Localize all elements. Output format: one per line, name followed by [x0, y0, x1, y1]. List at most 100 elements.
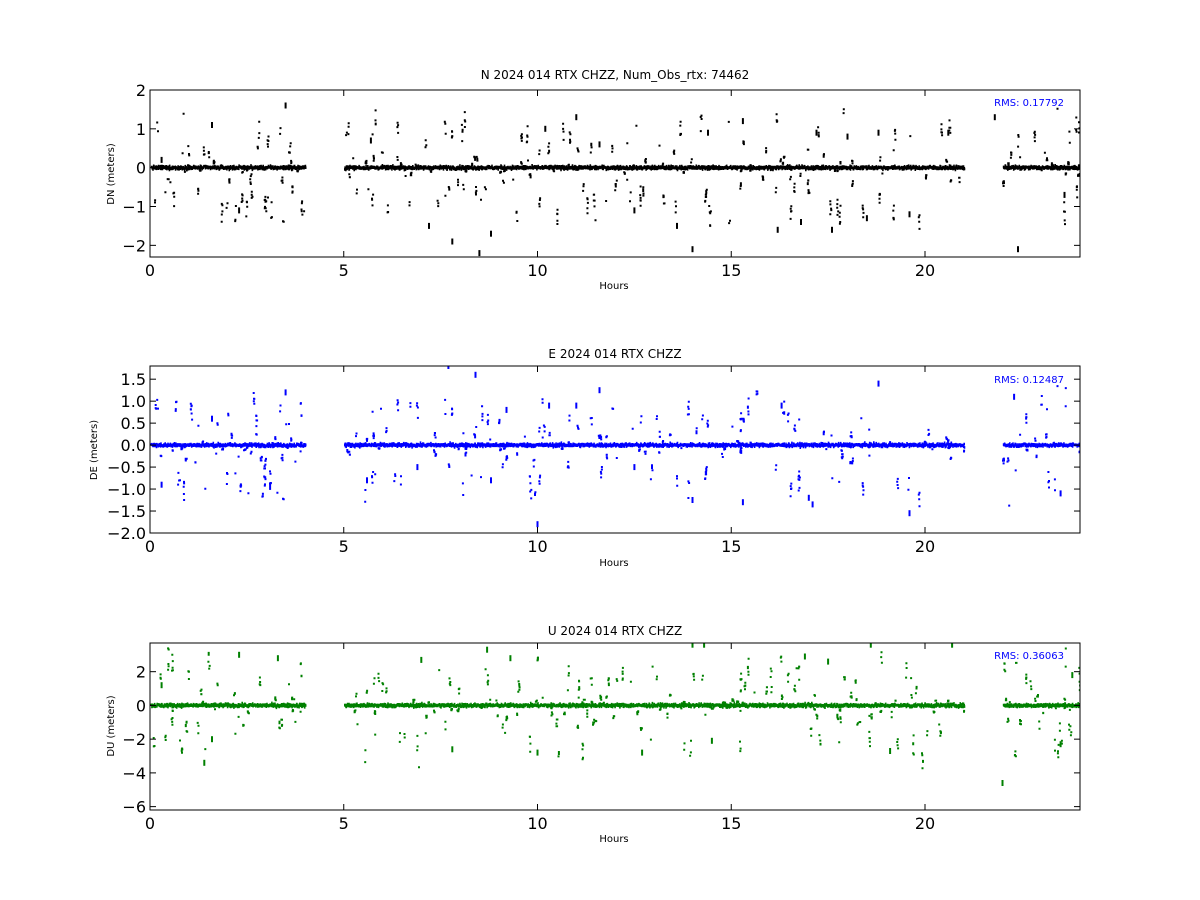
north-deviation-panel: N 2024 014 RTX CHZZ, Num_Obs_rtx: 74462 … — [106, 68, 1081, 292]
rms-label: RMS: 0.12487 — [994, 375, 1064, 386]
x-tick-label: 10 — [527, 814, 547, 833]
x-tick-label: 5 — [339, 261, 349, 280]
data-layer — [150, 643, 1080, 786]
outlier-point — [877, 380, 880, 387]
outlier-point — [1059, 741, 1062, 748]
x-tick-label: 15 — [721, 261, 741, 280]
outlier-point — [877, 129, 880, 136]
y-tick-label: 2 — [136, 663, 146, 682]
outlier-point — [703, 643, 706, 648]
outlier-point — [865, 215, 868, 222]
outlier-point — [575, 402, 578, 409]
outlier-point — [211, 122, 213, 128]
outlier-point — [160, 481, 163, 488]
outlier-point — [889, 748, 892, 754]
outlier-point — [369, 137, 372, 144]
y-tick-label: −4 — [122, 764, 146, 783]
outlier-point — [598, 387, 601, 394]
outlier-point — [160, 156, 163, 163]
outlier-point — [536, 749, 539, 756]
outlier-point — [691, 643, 694, 648]
x-tick-label: 20 — [915, 537, 935, 556]
outlier-point — [641, 749, 644, 756]
outlier-point — [160, 682, 163, 689]
outlier-point — [633, 464, 636, 471]
outlier-point — [284, 102, 287, 109]
outlier-point — [993, 114, 996, 121]
y-tick-label: −1.5 — [107, 502, 146, 521]
outlier-point — [451, 746, 454, 753]
outlier-point — [1059, 490, 1062, 497]
outlier-point — [1017, 246, 1019, 253]
outlier-point — [505, 406, 508, 413]
outlier-point — [598, 141, 601, 148]
x-tick-label: 0 — [145, 537, 155, 556]
spike-scatter — [154, 107, 1080, 230]
y-tick-label: 1.5 — [121, 370, 146, 389]
outlier-point — [486, 646, 489, 653]
outlier-point — [780, 402, 783, 409]
outlier-point — [1001, 780, 1004, 786]
axes-frame — [149, 642, 1081, 811]
outlier-point — [710, 737, 713, 744]
y-tick-label: 0 — [136, 696, 146, 715]
x-tick-label: 15 — [721, 537, 741, 556]
outlier-point — [803, 653, 806, 660]
y-axis-label: DN (meters) — [106, 143, 117, 205]
outlier-point — [869, 643, 872, 648]
outlier-point — [1071, 672, 1074, 679]
rms-label: RMS: 0.36063 — [994, 651, 1064, 662]
x-tick-label: 0 — [145, 814, 155, 833]
outlier-point — [238, 207, 241, 214]
y-tick-label: 0.0 — [121, 436, 146, 455]
y-axis-label: DU (meters) — [106, 695, 117, 756]
outlier-point — [544, 125, 547, 132]
x-tick-label: 10 — [527, 261, 547, 280]
x-tick-label: 20 — [915, 814, 935, 833]
outlier-point — [203, 759, 206, 766]
outlier-point — [691, 246, 694, 253]
outlier-point — [947, 129, 950, 136]
outlier-point — [827, 658, 830, 665]
outlier-point — [536, 521, 539, 528]
outlier-point — [548, 402, 551, 409]
x-tick-label: 5 — [339, 814, 349, 833]
outlier-point — [800, 219, 802, 225]
x-tick-label: 5 — [339, 537, 349, 556]
axes-frame — [149, 89, 1081, 258]
y-tick-label: −2 — [122, 730, 146, 749]
y-tick-label: 0.5 — [121, 414, 146, 433]
outlier-point — [211, 415, 213, 422]
axes-frame — [149, 365, 1081, 534]
outlier-point — [269, 483, 272, 490]
y-tick-label: 1.0 — [121, 392, 146, 411]
y-tick-label: 2 — [136, 81, 146, 100]
y-tick-label: 1 — [136, 120, 146, 139]
y-tick-label: −2.0 — [107, 524, 146, 543]
outlier-point — [420, 656, 423, 663]
outlier-point — [478, 250, 481, 257]
east-deviation-panel: E 2024 014 RTX CHZZ 0 5 10 15 20 1.5 1.0 0.5 0.0… — [89, 347, 1081, 569]
outlier-point — [633, 207, 636, 214]
outlier-point — [741, 118, 744, 125]
noise-band — [150, 441, 1080, 449]
y-tick-label: −2 — [122, 236, 146, 255]
outlier-point — [811, 501, 814, 508]
outlier-point — [474, 371, 477, 378]
y-tick-label: −6 — [122, 798, 146, 817]
outlier-point — [416, 464, 419, 471]
outlier-point — [951, 643, 954, 648]
outlier-point — [211, 736, 213, 743]
y-tick-label: −0.5 — [107, 458, 146, 477]
x-axis-label: Hours — [599, 281, 628, 292]
y-axis-label: DE (meters) — [89, 420, 100, 480]
outlier-point — [366, 477, 368, 484]
x-tick-label: 10 — [527, 537, 547, 556]
outlier-point — [490, 230, 492, 237]
outlier-point — [284, 389, 287, 396]
outlier-point — [776, 226, 779, 233]
outlier-point — [447, 366, 450, 369]
